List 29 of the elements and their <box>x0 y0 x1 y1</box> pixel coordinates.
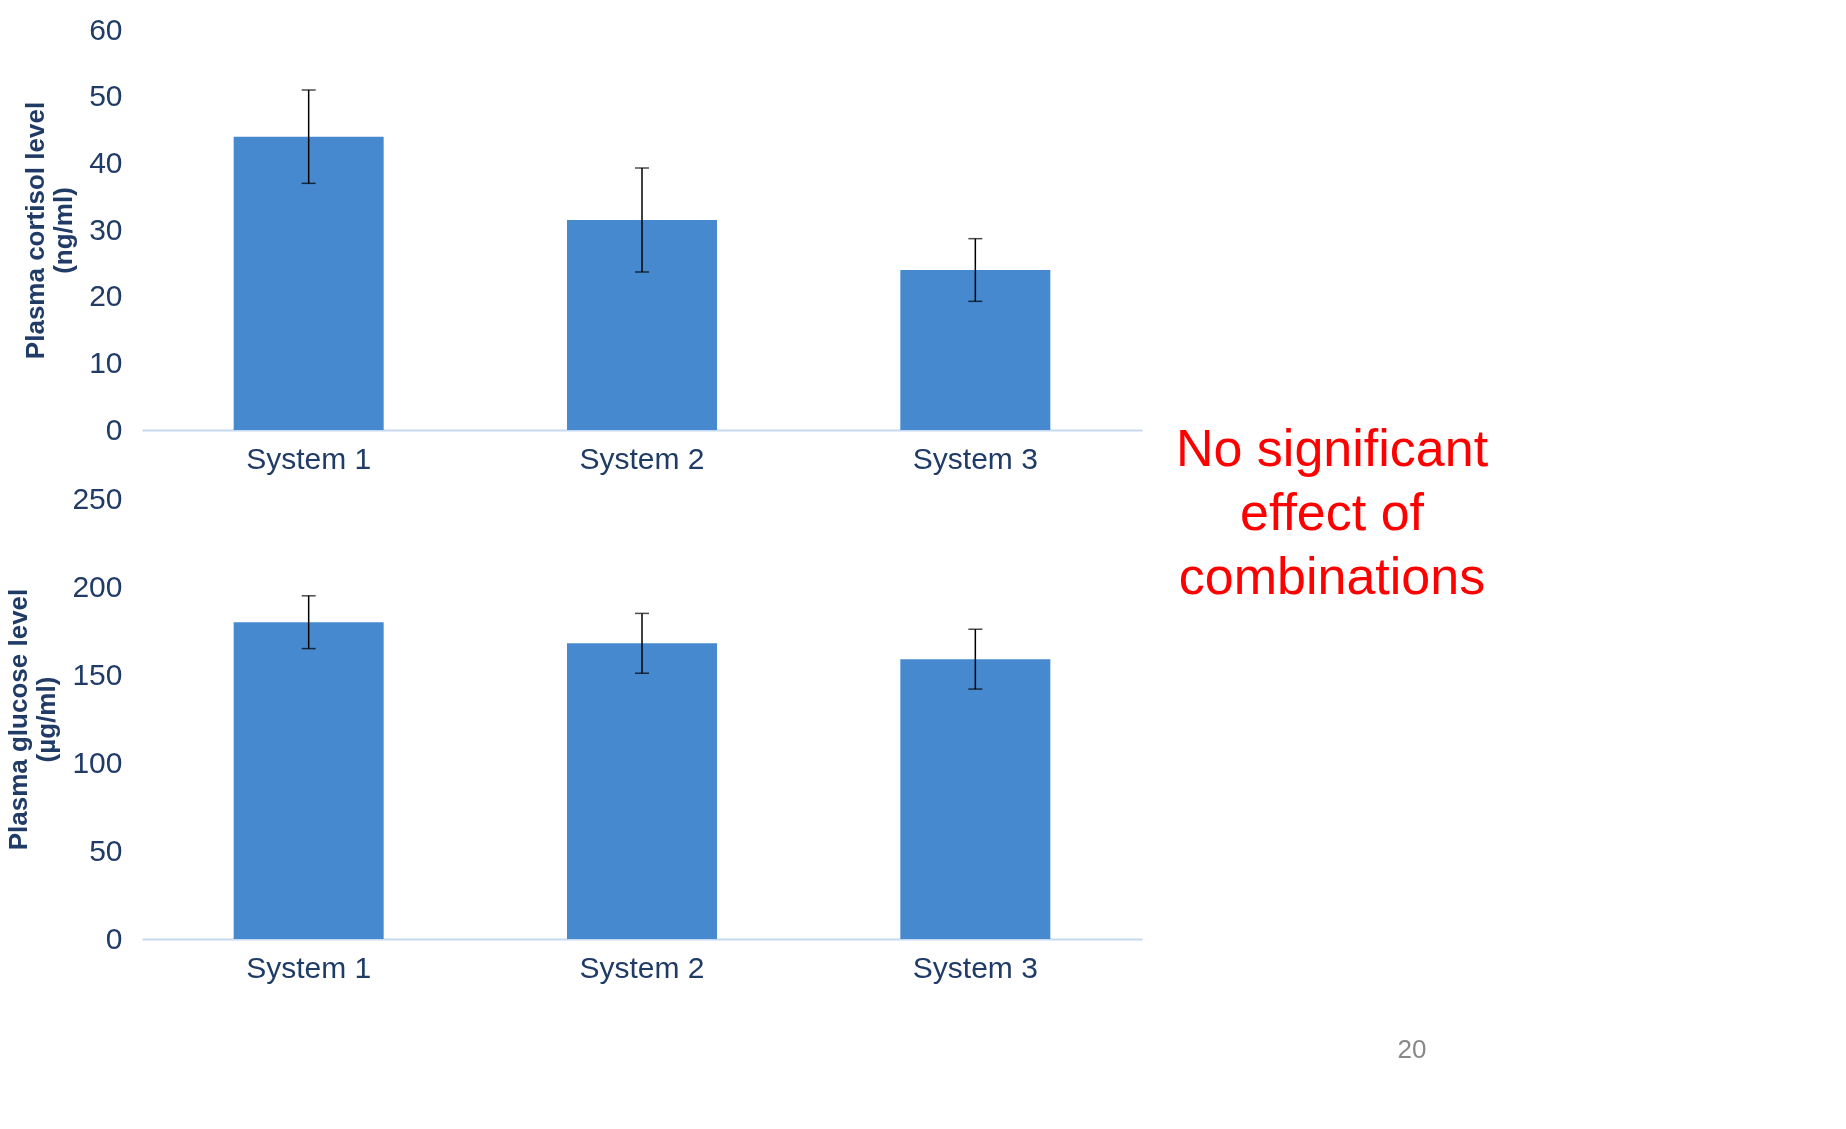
y-tick-label: 10 <box>89 345 123 379</box>
bar <box>233 136 384 430</box>
y-tick-label: 0 <box>105 412 123 446</box>
y-tick-label: 30 <box>89 212 123 246</box>
y-tick-label: 0 <box>105 921 123 955</box>
bar <box>900 270 1051 430</box>
y-tick-label: 60 <box>89 12 123 46</box>
y-tick-label: 50 <box>89 79 123 113</box>
bar <box>567 220 717 430</box>
y-tick-label: 250 <box>72 481 123 515</box>
y-tick-label: 50 <box>89 833 123 867</box>
x-tick-label: System 2 <box>579 950 705 984</box>
x-tick-label: System 3 <box>912 441 1038 475</box>
y-tick-label: 100 <box>72 745 123 779</box>
y-tick-label: 150 <box>72 657 123 691</box>
y-tick-label: 40 <box>89 145 123 179</box>
text: No significant effect of combinations <box>1175 419 1489 605</box>
bar <box>567 643 717 939</box>
x-tick-label: System 2 <box>579 441 705 475</box>
x-tick-label: System 1 <box>246 441 372 475</box>
x-tick-label: System 3 <box>912 950 1038 984</box>
text: 20 <box>1397 1034 1427 1064</box>
y-axis-title: Plasma cortisol level (ng/ml) <box>20 101 79 360</box>
x-tick-label: System 1 <box>246 950 372 984</box>
y-tick-label: 20 <box>89 279 123 313</box>
bar <box>900 659 1051 939</box>
y-tick-label: 200 <box>72 569 123 603</box>
y-axis-title: Plasma glucose level (µg/ml) <box>3 588 62 851</box>
bar <box>233 622 384 939</box>
